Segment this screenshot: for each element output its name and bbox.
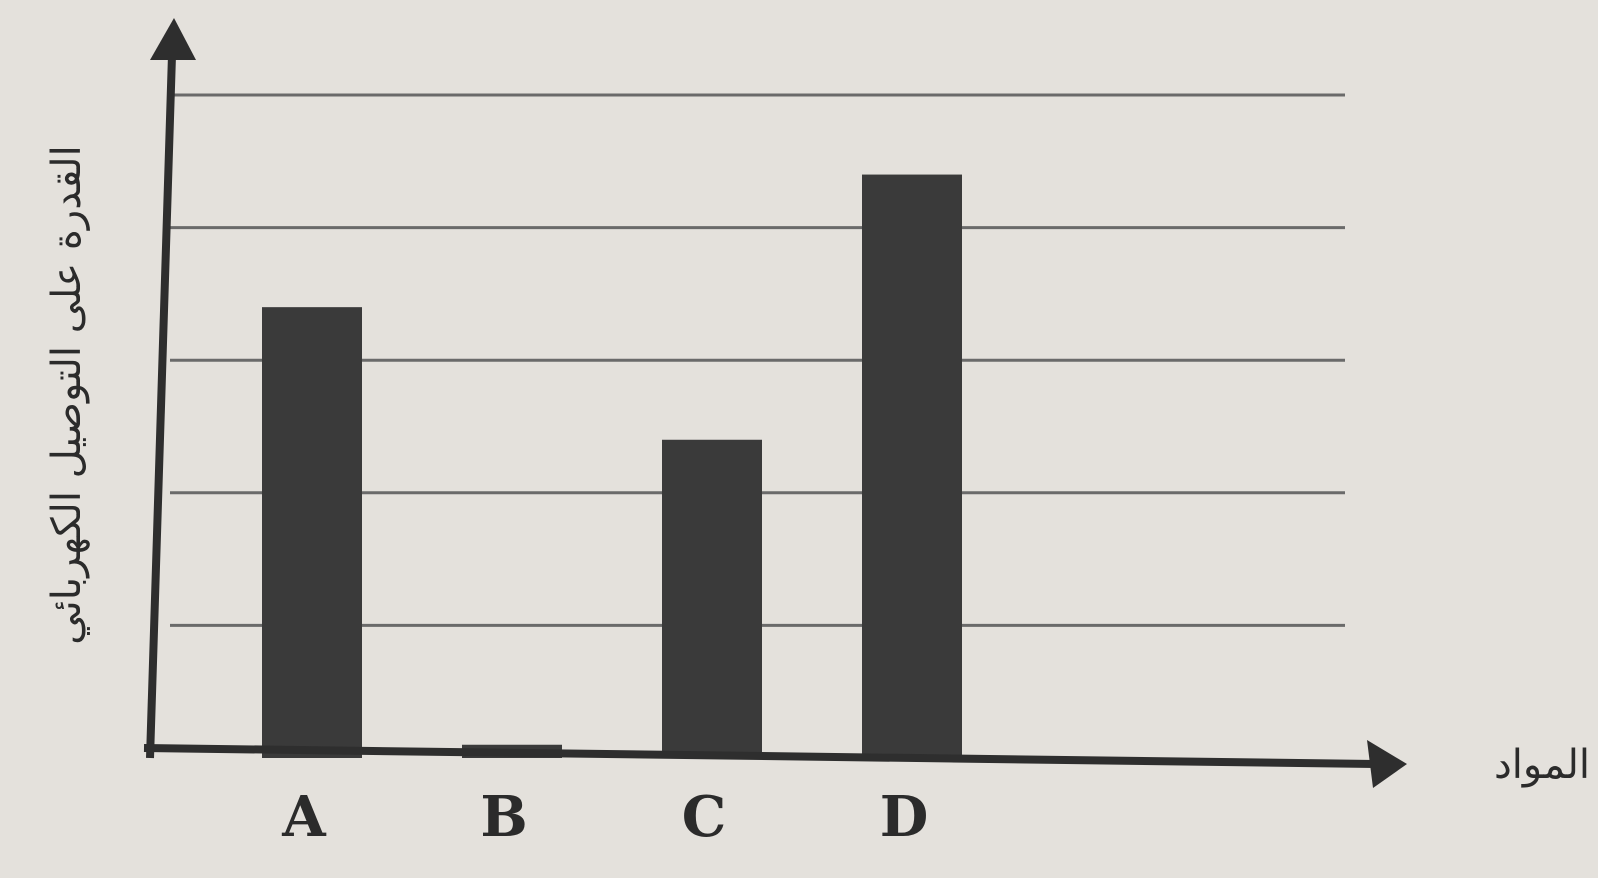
bar-C (662, 439, 762, 758)
y-axis-title: القدرة على التوصيل الكهربائي (44, 145, 90, 644)
bar-D (862, 174, 962, 758)
category-label-A: A (281, 784, 327, 850)
category-label-B: B (480, 784, 527, 850)
gridlines (170, 93, 1345, 627)
y-axis-line (146, 54, 176, 759)
x-axis-arrowhead (1367, 740, 1407, 788)
x-axis-title: المواد (1494, 742, 1590, 788)
x-axis-line (143, 744, 1376, 768)
category-label-D: D (880, 784, 929, 850)
category-labels: A B C D (281, 784, 928, 850)
bars (262, 174, 962, 758)
category-label-C: C (682, 784, 727, 850)
bar-A (262, 307, 362, 758)
y-axis-arrowhead (150, 18, 196, 60)
axes (143, 18, 1407, 788)
